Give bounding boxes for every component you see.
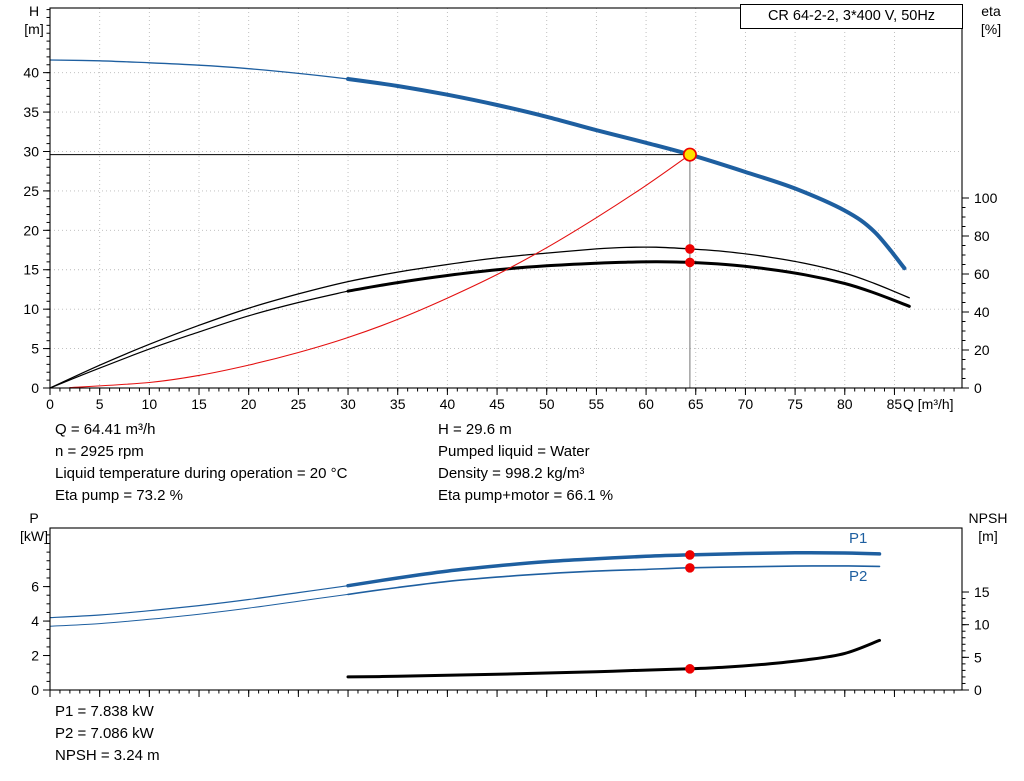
- svg-text:0: 0: [46, 396, 54, 412]
- eta-axis-title-symbol: eta: [981, 3, 1001, 19]
- svg-text:45: 45: [489, 396, 505, 412]
- svg-text:30: 30: [340, 396, 356, 412]
- operating-data-left: Q = 64.41 m³/h n = 2925 rpm Liquid tempe…: [55, 419, 435, 507]
- p2-value-text: P2 = 7.086 kW: [55, 725, 154, 742]
- npsh-value-text: NPSH = 3.24 m: [55, 747, 160, 764]
- svg-text:55: 55: [589, 396, 605, 412]
- svg-text:40: 40: [440, 396, 456, 412]
- svg-text:15: 15: [191, 396, 207, 412]
- svg-text:35: 35: [390, 396, 406, 412]
- svg-text:50: 50: [539, 396, 555, 412]
- svg-text:80: 80: [974, 228, 990, 244]
- svg-text:30: 30: [23, 143, 39, 159]
- h-axis-title: H [m]: [14, 2, 54, 38]
- npsh-axis-title-symbol: NPSH: [968, 510, 1008, 526]
- svg-text:0: 0: [31, 682, 39, 698]
- svg-text:35: 35: [23, 104, 39, 120]
- q-axis-title: Q [m³/h]: [903, 396, 954, 412]
- eta-axis-title: eta [%]: [968, 2, 1014, 38]
- svg-text:5: 5: [96, 396, 104, 412]
- svg-text:100: 100: [974, 190, 998, 206]
- h-axis-title-symbol: H: [28, 3, 40, 19]
- svg-text:15: 15: [23, 262, 39, 278]
- power-data-block: P1 = 7.838 kW P2 = 7.086 kW NPSH = 3.24 …: [55, 701, 355, 767]
- speed-text: n = 2925 rpm: [55, 443, 144, 460]
- p-axis-title-unit: [kW]: [20, 528, 48, 544]
- eta-pump-motor-text: Eta pump+motor = 66.1 %: [438, 487, 614, 504]
- svg-text:70: 70: [738, 396, 754, 412]
- p-axis-title: P [kW]: [12, 509, 56, 545]
- svg-text:10: 10: [974, 617, 990, 633]
- svg-text:85: 85: [887, 396, 903, 412]
- duty-head-text: H = 29.6 m: [438, 421, 512, 438]
- svg-text:5: 5: [31, 341, 39, 357]
- svg-text:0: 0: [974, 380, 982, 396]
- liquid-temp-text: Liquid temperature during operation = 20…: [55, 465, 348, 482]
- npsh-axis-title-unit: [m]: [978, 528, 998, 544]
- svg-text:25: 25: [291, 396, 307, 412]
- svg-text:0: 0: [31, 380, 39, 396]
- svg-text:10: 10: [142, 396, 158, 412]
- h-axis-title-unit: [m]: [24, 21, 44, 37]
- svg-text:60: 60: [974, 266, 990, 282]
- p2-curve-label: P2: [849, 568, 868, 585]
- pump-type-title: CR 64-2-2, 3*400 V, 50Hz: [740, 4, 963, 29]
- svg-text:5: 5: [974, 649, 982, 665]
- svg-text:40: 40: [23, 65, 39, 81]
- density-text: Density = 998.2 kg/m³: [438, 465, 585, 482]
- p-axis-title-symbol: P: [29, 510, 39, 526]
- svg-text:0: 0: [974, 682, 982, 698]
- p1-curve-label: P1: [849, 530, 868, 547]
- npsh-axis-title: NPSH [m]: [960, 509, 1016, 545]
- svg-text:6: 6: [31, 579, 39, 595]
- power-npsh-chart: 0 2 4 6 0 5 10 15: [31, 527, 990, 698]
- svg-text:80: 80: [837, 396, 853, 412]
- svg-text:10: 10: [23, 301, 39, 317]
- eta-pump-text: Eta pump = 73.2 %: [55, 487, 183, 504]
- svg-text:20: 20: [241, 396, 257, 412]
- svg-text:4: 4: [31, 613, 39, 629]
- operating-data-right: H = 29.6 m Pumped liquid = Water Density…: [438, 419, 818, 507]
- svg-text:75: 75: [787, 396, 803, 412]
- duty-flow-text: Q = 64.41 m³/h: [55, 421, 156, 438]
- eta-axis-title-unit: [%]: [980, 21, 1002, 37]
- svg-text:65: 65: [688, 396, 704, 412]
- p1-value-text: P1 = 7.838 kW: [55, 703, 154, 720]
- svg-text:60: 60: [638, 396, 654, 412]
- svg-text:20: 20: [23, 222, 39, 238]
- svg-text:20: 20: [974, 342, 990, 358]
- pumped-liquid-text: Pumped liquid = Water: [438, 443, 590, 460]
- svg-text:40: 40: [974, 304, 990, 320]
- svg-text:25: 25: [23, 183, 39, 199]
- svg-text:15: 15: [974, 584, 990, 600]
- qh-eta-chart: 0 5 10 15 20 25 30 35 40 45 50 55 60 65 70 75 80 85 0 5 10 15…: [23, 7, 998, 412]
- svg-text:2: 2: [31, 648, 39, 664]
